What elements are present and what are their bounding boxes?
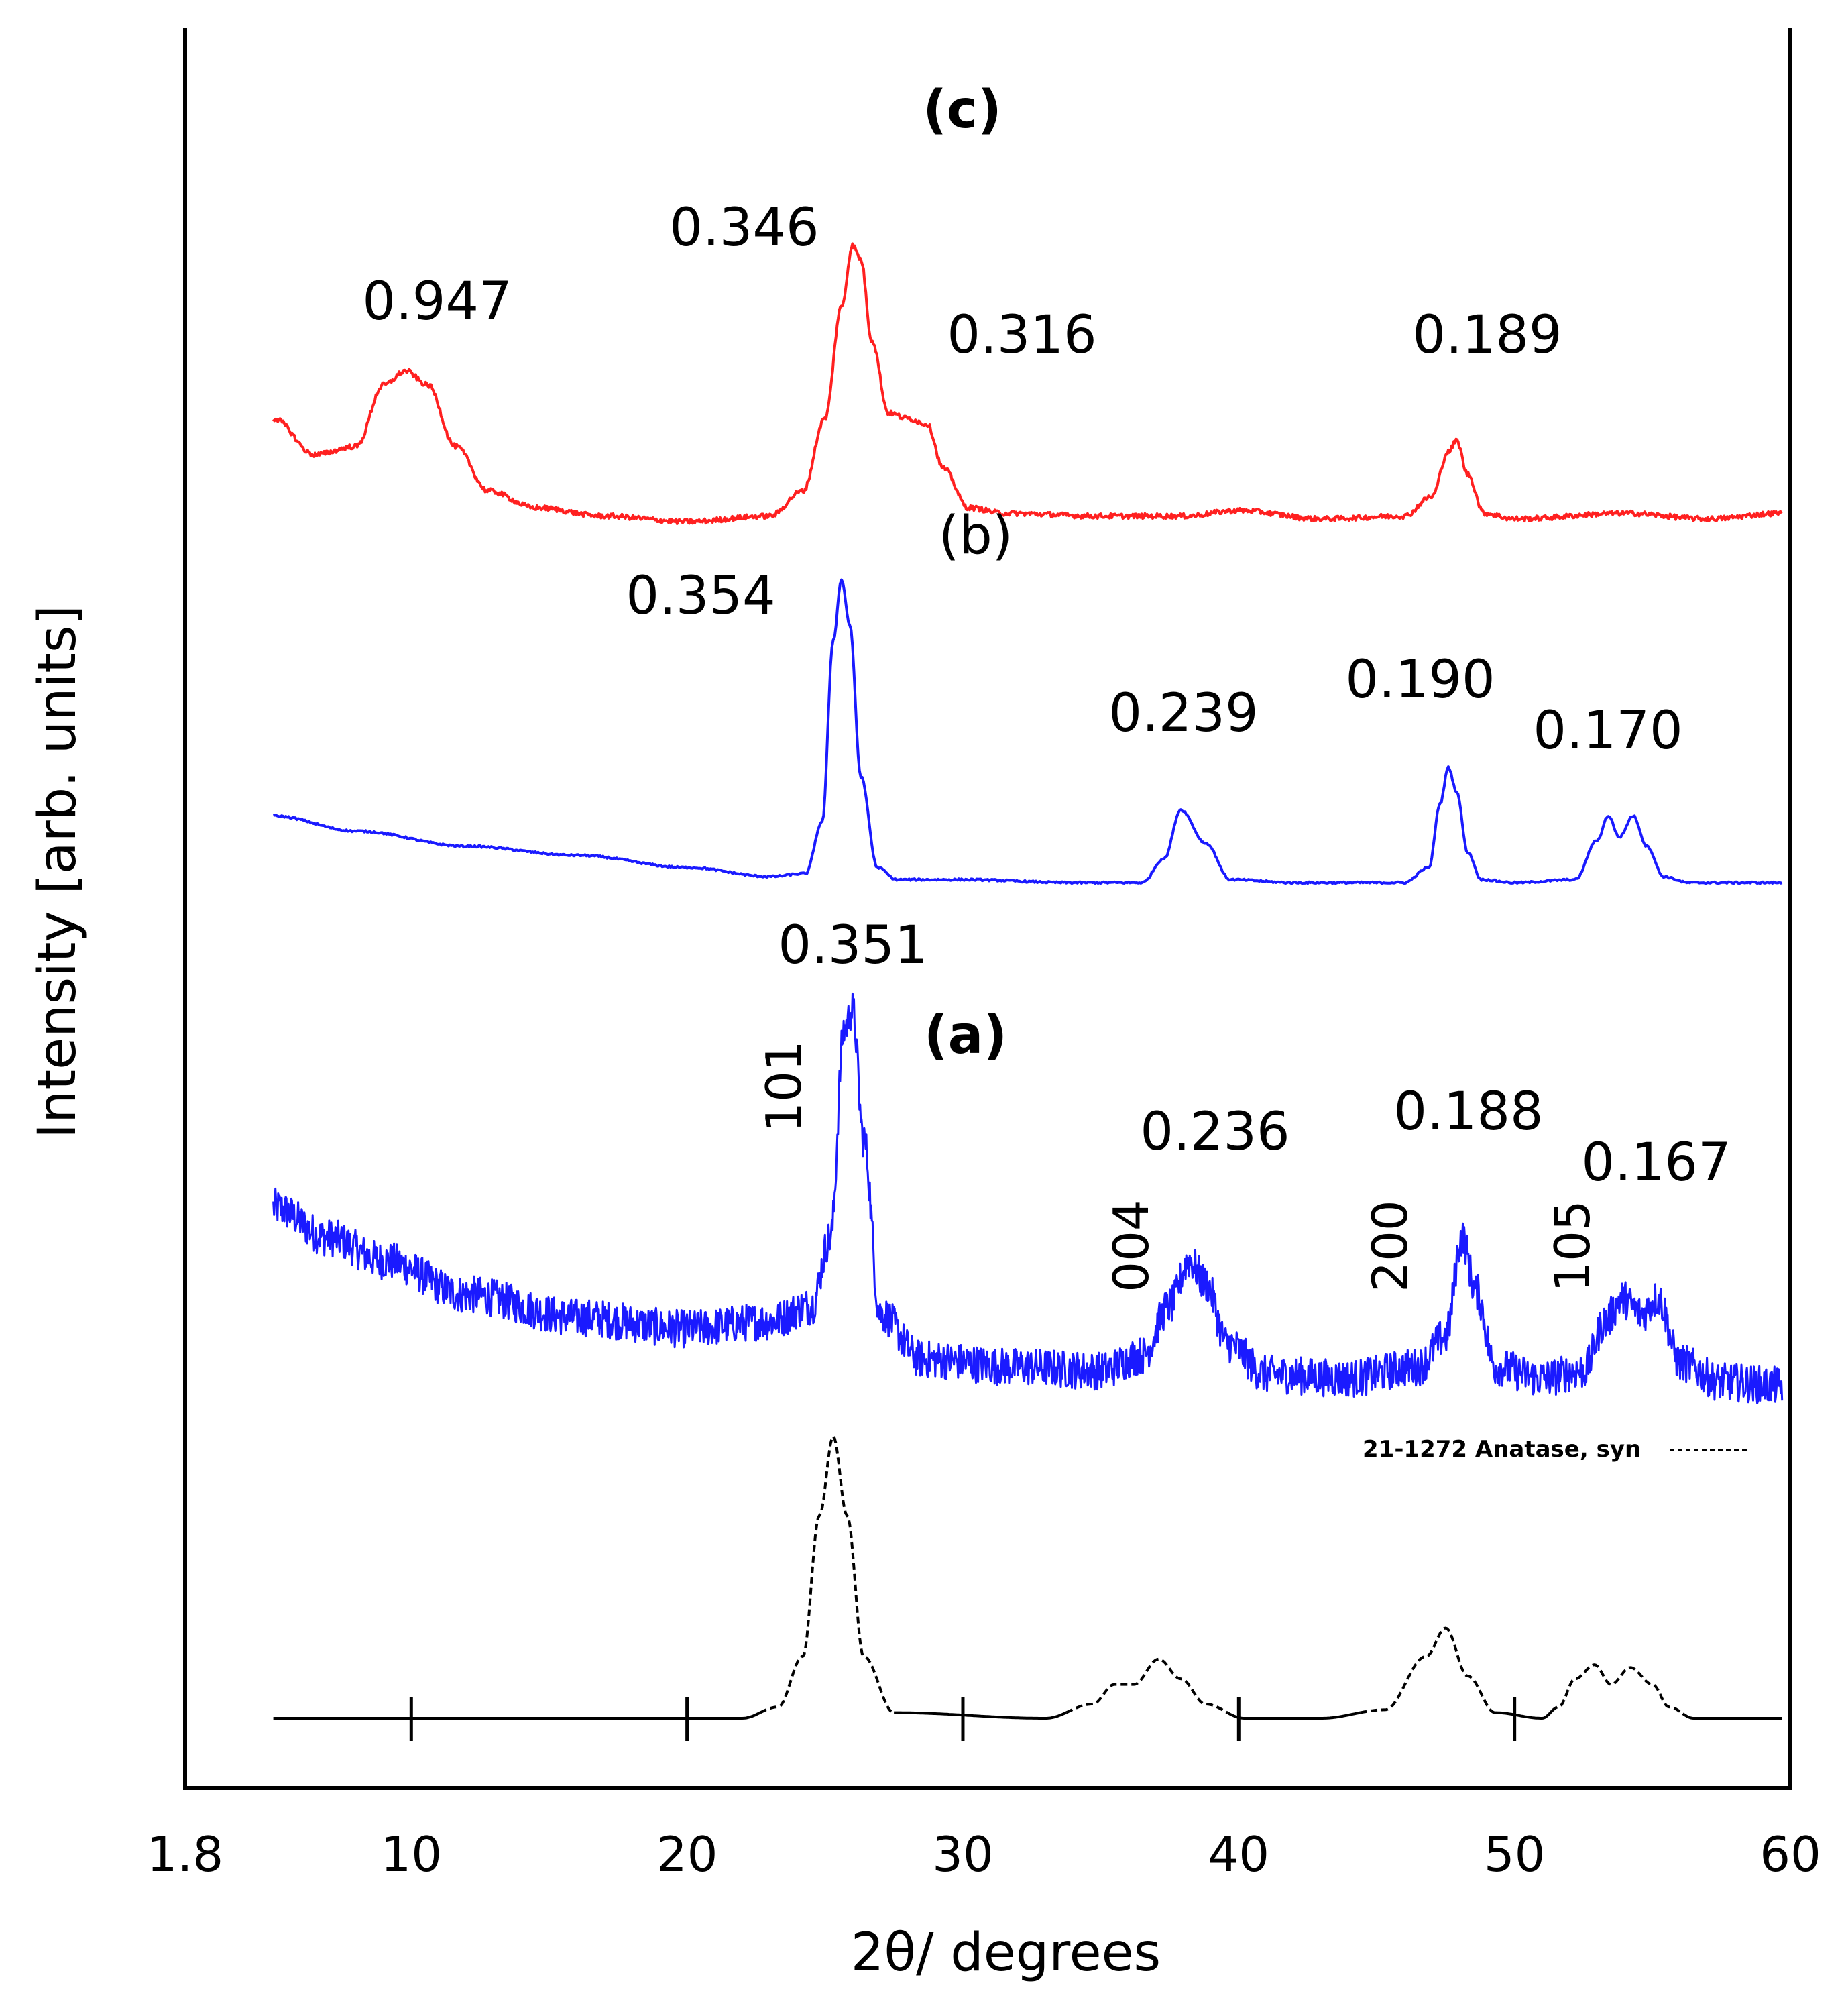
panel-label-b: (b) <box>939 506 1013 566</box>
hkl-label-101: 101 <box>756 1040 812 1132</box>
reference-pattern-peaks <box>759 1434 1684 1715</box>
peak-label-c-2: 0.346 <box>669 198 819 258</box>
x-tick-label: 10 <box>380 1826 442 1883</box>
peak-label-b-2: 0.239 <box>1108 683 1258 744</box>
peak-label-a-4: 0.167 <box>1581 1133 1731 1193</box>
hkl-label-004: 004 <box>1103 1200 1159 1292</box>
panel-label-c: (c) <box>923 80 1002 140</box>
hkl-label-200: 200 <box>1362 1200 1418 1292</box>
hkl-label-105: 105 <box>1544 1200 1601 1292</box>
x-tick-label: 20 <box>656 1826 718 1883</box>
peak-label-b-4: 0.170 <box>1533 701 1682 761</box>
series-a-line <box>272 992 1784 1404</box>
x-tick-label: 60 <box>1760 1826 1821 1883</box>
reference-legend-label: 21-1272 Anatase, syn <box>1363 1436 1641 1463</box>
series-c-line <box>272 242 1783 525</box>
y-axis-title: Intensity [arb. units] <box>27 605 88 1139</box>
reference-pattern-baseline <box>273 1710 1782 1720</box>
x-axis-title: 2θ/ degrees <box>851 1923 1161 1983</box>
peak-label-b-1: 0.354 <box>626 566 775 626</box>
peak-label-a-2: 0.236 <box>1140 1102 1289 1162</box>
peak-label-a-1: 0.351 <box>778 915 927 976</box>
peak-label-b-3: 0.190 <box>1345 650 1495 710</box>
peak-label-c-1: 0.947 <box>362 272 512 332</box>
x-tick-label: 30 <box>932 1826 994 1883</box>
panel-label-a: (a) <box>924 1005 1007 1066</box>
peak-label-a-3: 0.188 <box>1393 1082 1543 1142</box>
x-tick-label: 40 <box>1208 1826 1270 1883</box>
peak-label-c-3: 0.316 <box>947 305 1096 366</box>
x-tick-label: 1.8 <box>147 1826 224 1883</box>
peak-label-c-4: 0.189 <box>1412 305 1562 366</box>
series-b-line <box>273 578 1783 885</box>
x-tick-label: 50 <box>1484 1826 1546 1883</box>
